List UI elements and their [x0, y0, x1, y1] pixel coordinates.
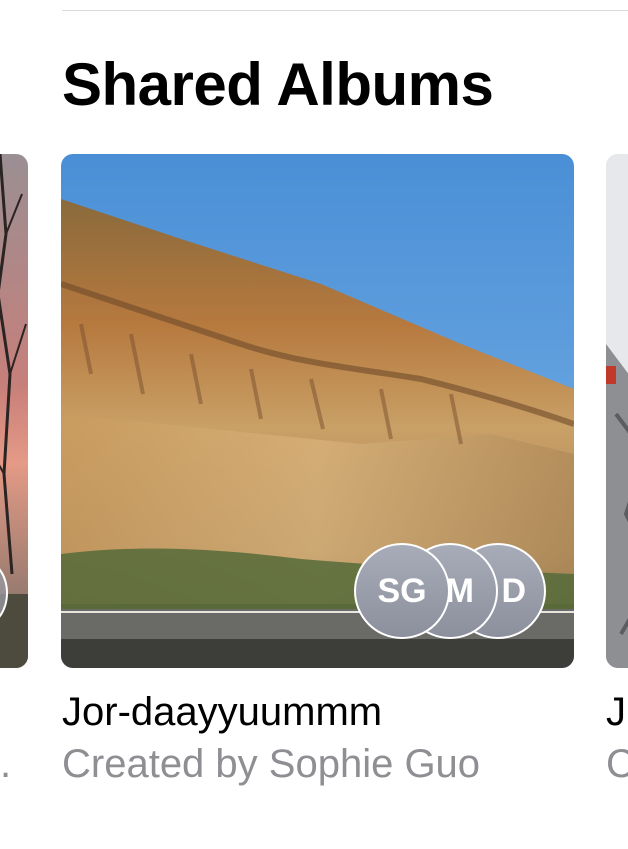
album-card-next[interactable] [606, 154, 628, 668]
participant-avatar: SG [354, 543, 450, 639]
album-creator: Created by Sophie Guo [62, 742, 481, 786]
section-divider [62, 10, 628, 11]
next-album-title[interactable]: J [606, 690, 626, 734]
previous-album-subtitle: . [0, 742, 12, 786]
participant-avatars[interactable]: D M SG [354, 543, 550, 643]
next-album-creator: C [606, 742, 628, 786]
album-cover-image [606, 154, 628, 668]
section-title: Shared Albums [62, 51, 494, 118]
album-title[interactable]: Jor-daayyuummm [62, 690, 383, 734]
